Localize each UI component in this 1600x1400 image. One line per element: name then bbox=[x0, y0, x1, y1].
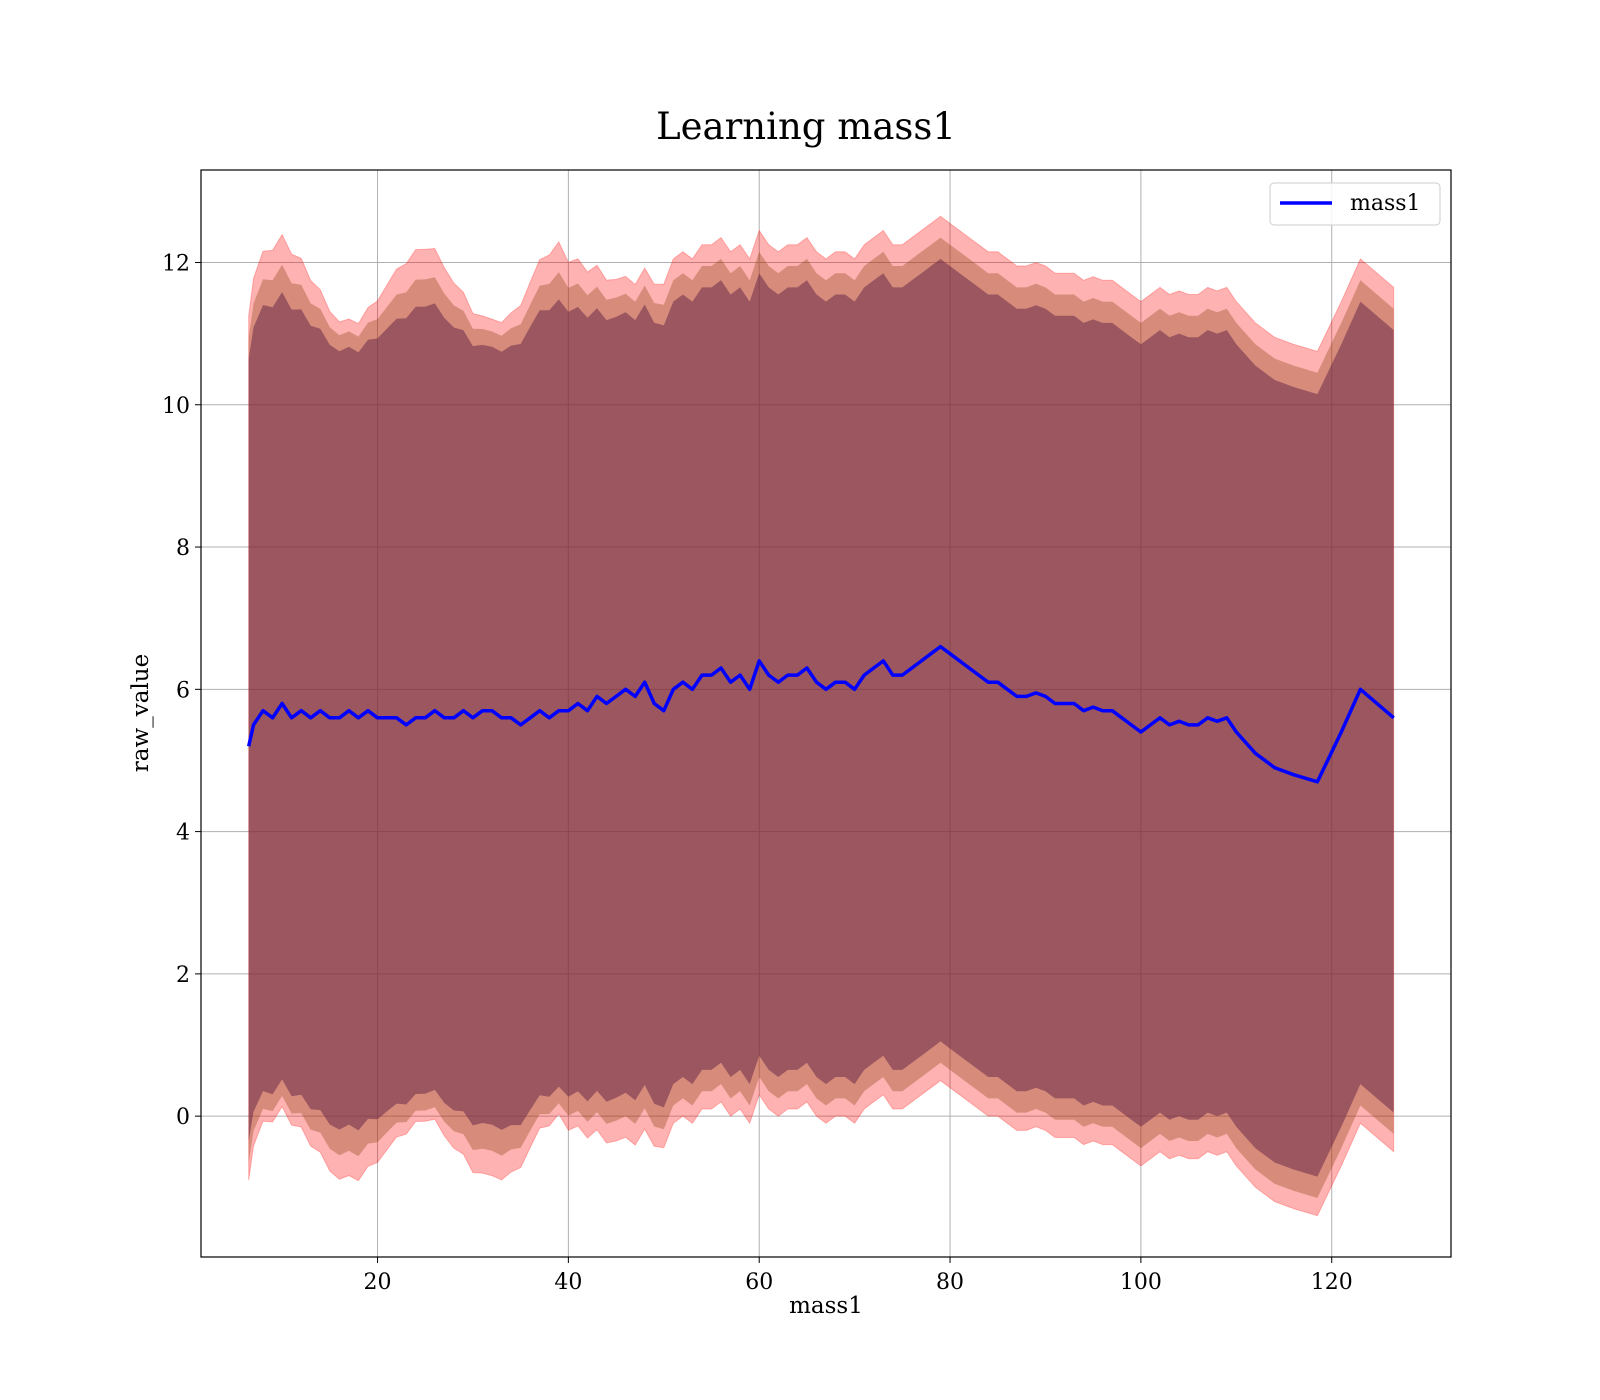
confidence-bands bbox=[248, 215, 1395, 1217]
series-lines bbox=[246, 644, 1395, 784]
legend-box bbox=[1269, 182, 1441, 226]
plot-frame bbox=[200, 169, 1452, 1258]
y-tick-label: 12 bbox=[162, 251, 190, 276]
chart-title: Learning mass1 bbox=[656, 105, 956, 148]
series-line-mass1 bbox=[246, 644, 1395, 784]
x-tick-label: 60 bbox=[745, 1270, 773, 1295]
legend: mass1 bbox=[1269, 182, 1441, 226]
axis-ticks: 20 40 60 80 100 120 0 2 4 6 8 10 12 bbox=[162, 251, 1353, 1295]
band-core bbox=[248, 258, 1394, 1177]
x-tick-label: 120 bbox=[1311, 1270, 1353, 1295]
x-tick-label: 40 bbox=[554, 1270, 582, 1295]
y-tick-label: 2 bbox=[176, 963, 190, 988]
x-tick-label: 20 bbox=[364, 1270, 392, 1295]
y-tick-label: 4 bbox=[176, 821, 190, 846]
legend-label-mass1: mass1 bbox=[1350, 191, 1421, 216]
y-axis-label: raw_value bbox=[128, 654, 154, 772]
y-tick-label: 0 bbox=[176, 1105, 190, 1130]
y-tick-label: 10 bbox=[162, 394, 190, 419]
y-tick-label: 6 bbox=[176, 678, 190, 703]
x-tick-label: 80 bbox=[936, 1270, 964, 1295]
y-tick-label: 8 bbox=[176, 536, 190, 561]
x-tick-label: 100 bbox=[1120, 1270, 1162, 1295]
x-axis-label: mass1 bbox=[789, 1293, 863, 1319]
